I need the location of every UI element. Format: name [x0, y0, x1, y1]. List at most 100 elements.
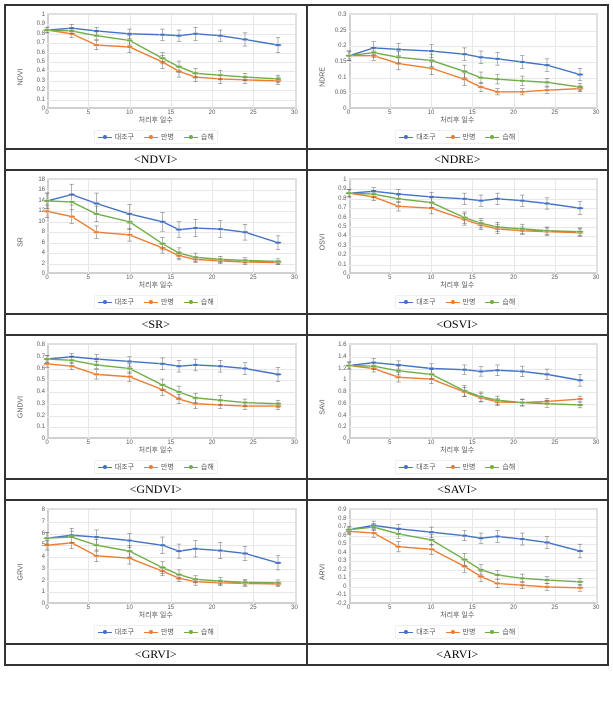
y-axis-label: OSVI [319, 234, 326, 251]
x-tick-label: 5 [388, 109, 391, 116]
data-marker [576, 230, 583, 233]
x-tick-label: 30 [593, 604, 600, 611]
data-marker [192, 227, 199, 230]
x-axis-label: 처리후 일수 [440, 280, 474, 290]
legend-item: 대조구 [98, 627, 134, 637]
y-axis-label: ARVI [319, 564, 326, 580]
y-tick-label: 0.2 [338, 567, 348, 573]
data-marker [68, 30, 75, 33]
data-marker [518, 584, 525, 587]
x-tick-label: 0 [45, 274, 48, 281]
legend-marker-icon [485, 464, 499, 470]
x-tick-label: 0 [45, 604, 48, 611]
y-axis-label: GRVI [18, 564, 25, 581]
data-marker [345, 364, 352, 367]
data-marker [477, 222, 484, 225]
x-axis-label: 처리후 일수 [139, 610, 173, 620]
data-marker [159, 566, 166, 569]
data-marker [44, 358, 51, 361]
chart-caption: <GRVI> [5, 644, 307, 665]
x-tick-label: 5 [87, 109, 90, 116]
data-marker [275, 373, 282, 376]
x-tick-label: 20 [209, 604, 216, 611]
y-tick-label: 0.1 [338, 262, 348, 268]
x-tick-label: 15 [469, 274, 476, 281]
x-tick-label: 20 [510, 274, 517, 281]
data-marker [494, 582, 501, 585]
data-marker [428, 50, 435, 53]
data-marker [176, 573, 183, 576]
data-marker [461, 558, 468, 561]
data-marker [93, 44, 100, 47]
y-tick-label: 1.6 [338, 342, 348, 348]
data-marker [494, 197, 501, 200]
data-marker [192, 256, 199, 259]
y-tick-label: 0.3 [37, 78, 47, 84]
chart-cell: GRVI처리후 일수012345678051015202530대조구만병습해 [5, 500, 307, 644]
data-marker [395, 370, 402, 373]
x-tick-label: 15 [167, 604, 174, 611]
legend-label: 대조구 [416, 627, 435, 637]
legend-marker-icon [485, 134, 499, 140]
y-tick-label: 0.6 [37, 366, 47, 372]
data-marker [518, 538, 525, 541]
legend-label: 대조구 [115, 627, 134, 637]
legend-label: 대조구 [416, 297, 435, 307]
data-marker [159, 544, 166, 547]
legend-item: 습해 [485, 462, 515, 472]
x-tick-label: 0 [347, 274, 350, 281]
chart-cell: ARVI처리후 일수-0.2-0.100.10.20.30.40.50.60.7… [307, 500, 609, 644]
legend-label: 습해 [201, 132, 214, 142]
plot-area: 00.10.20.30.40.50.60.70.8051015202530 [47, 343, 297, 439]
x-tick-label: 0 [45, 109, 48, 116]
legend-marker-icon [144, 464, 158, 470]
data-marker [428, 67, 435, 70]
data-marker [217, 549, 224, 552]
x-tick-label: 5 [87, 439, 90, 446]
legend: 대조구만병습해 [395, 295, 519, 309]
data-marker [159, 220, 166, 223]
y-tick-label: 0.2 [338, 252, 348, 258]
legend-label: 습해 [502, 627, 515, 637]
data-marker [126, 220, 133, 223]
legend-item: 습해 [184, 132, 214, 142]
legend-label: 습해 [201, 297, 214, 307]
data-marker [192, 578, 199, 581]
x-tick-label: 0 [45, 439, 48, 446]
legend: 대조구만병습해 [395, 130, 519, 144]
legend-item: 습해 [485, 627, 515, 637]
data-marker [217, 365, 224, 368]
data-marker [126, 39, 133, 42]
data-marker [242, 401, 249, 404]
y-tick-label: 0.6 [37, 50, 47, 56]
data-marker [370, 526, 377, 529]
chart-cell: NDRE처리후 일수00.050.10.150.20.250.305101520… [307, 5, 609, 149]
data-marker [192, 402, 199, 405]
x-axis-label: 처리후 일수 [139, 280, 173, 290]
chart: NDRE처리후 일수00.050.10.150.20.250.305101520… [311, 9, 605, 145]
data-marker [477, 569, 484, 572]
plot-area: 00.10.20.30.40.50.60.70.80.9105101520253… [349, 178, 599, 274]
plot-area: 024681012141618051015202530 [47, 178, 297, 274]
data-marker [576, 73, 583, 76]
data-marker [518, 577, 525, 580]
legend-marker-icon [485, 299, 499, 305]
legend: 대조구만병습해 [94, 460, 218, 474]
y-tick-label: 0.1 [338, 75, 348, 81]
data-marker [477, 199, 484, 202]
y-tick-label: 0.8 [37, 342, 47, 348]
data-marker [44, 210, 51, 213]
data-marker [44, 200, 51, 203]
data-marker [477, 370, 484, 373]
data-marker [428, 548, 435, 551]
data-marker [242, 76, 249, 79]
data-marker [543, 541, 550, 544]
data-marker [370, 532, 377, 535]
data-marker [543, 402, 550, 405]
x-tick-label: 25 [551, 604, 558, 611]
legend-item: 습해 [485, 297, 515, 307]
legend-label: 만병 [161, 297, 174, 307]
legend-marker-icon [399, 629, 413, 635]
legend: 대조구만병습해 [94, 295, 218, 309]
data-marker [159, 33, 166, 36]
